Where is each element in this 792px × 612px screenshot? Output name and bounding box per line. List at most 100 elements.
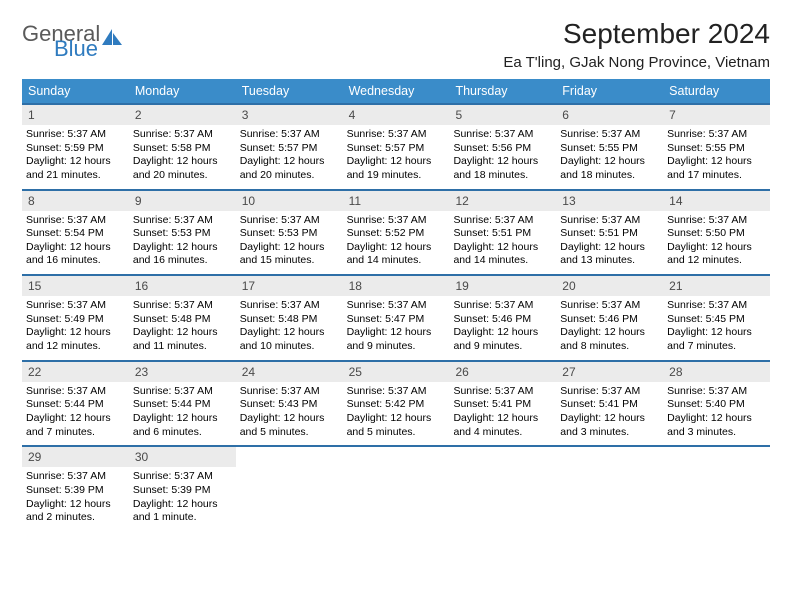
sunrise-text: Sunrise: 5:37 AM [347,299,446,313]
day-cell: 16Sunrise: 5:37 AMSunset: 5:48 PMDayligh… [129,276,236,360]
daylight-text: and 6 minutes. [133,426,232,440]
daylight-text: Daylight: 12 hours [26,241,125,255]
day-cell: 10Sunrise: 5:37 AMSunset: 5:53 PMDayligh… [236,191,343,275]
sunset-text: Sunset: 5:50 PM [667,227,766,241]
day-number: 12 [449,191,556,211]
daylight-text: and 20 minutes. [240,169,339,183]
daylight-text: and 12 minutes. [26,340,125,354]
day-number: 8 [22,191,129,211]
day-body: Sunrise: 5:37 AMSunset: 5:46 PMDaylight:… [556,296,663,354]
day-number: 30 [129,447,236,467]
logo-text-stack: General Blue [22,24,124,60]
sunset-text: Sunset: 5:52 PM [347,227,446,241]
location-text: Ea T'ling, GJak Nong Province, Vietnam [503,54,770,71]
day-body: Sunrise: 5:37 AMSunset: 5:49 PMDaylight:… [22,296,129,354]
sunset-text: Sunset: 5:53 PM [133,227,232,241]
day-number: 20 [556,276,663,296]
day-body: Sunrise: 5:37 AMSunset: 5:42 PMDaylight:… [343,382,450,440]
day-body: Sunrise: 5:37 AMSunset: 5:58 PMDaylight:… [129,125,236,183]
day-number: 13 [556,191,663,211]
sunrise-text: Sunrise: 5:37 AM [133,299,232,313]
day-body: Sunrise: 5:37 AMSunset: 5:59 PMDaylight:… [22,125,129,183]
day-cell: 13Sunrise: 5:37 AMSunset: 5:51 PMDayligh… [556,191,663,275]
day-number: 24 [236,362,343,382]
sunset-text: Sunset: 5:47 PM [347,313,446,327]
sunrise-text: Sunrise: 5:37 AM [133,385,232,399]
logo: General Blue [22,24,124,60]
day-number: 16 [129,276,236,296]
daylight-text: and 3 minutes. [560,426,659,440]
sunset-text: Sunset: 5:54 PM [26,227,125,241]
daylight-text: Daylight: 12 hours [133,241,232,255]
day-cell: 15Sunrise: 5:37 AMSunset: 5:49 PMDayligh… [22,276,129,360]
weekday-header: Tuesday [236,79,343,103]
day-body: Sunrise: 5:37 AMSunset: 5:51 PMDaylight:… [449,211,556,269]
daylight-text: Daylight: 12 hours [347,241,446,255]
day-number: 27 [556,362,663,382]
sunrise-text: Sunrise: 5:37 AM [240,385,339,399]
sunrise-text: Sunrise: 5:37 AM [26,385,125,399]
daylight-text: and 7 minutes. [667,340,766,354]
daylight-text: Daylight: 12 hours [560,412,659,426]
daylight-text: and 9 minutes. [453,340,552,354]
sunrise-text: Sunrise: 5:37 AM [240,214,339,228]
sunrise-text: Sunrise: 5:37 AM [347,385,446,399]
day-cell: 26Sunrise: 5:37 AMSunset: 5:41 PMDayligh… [449,362,556,446]
daylight-text: Daylight: 12 hours [667,412,766,426]
day-cell: 18Sunrise: 5:37 AMSunset: 5:47 PMDayligh… [343,276,450,360]
sunset-text: Sunset: 5:46 PM [453,313,552,327]
day-cell: 28Sunrise: 5:37 AMSunset: 5:40 PMDayligh… [663,362,770,446]
daylight-text: and 21 minutes. [26,169,125,183]
day-body: Sunrise: 5:37 AMSunset: 5:50 PMDaylight:… [663,211,770,269]
day-cell: 14Sunrise: 5:37 AMSunset: 5:50 PMDayligh… [663,191,770,275]
daylight-text: Daylight: 12 hours [240,326,339,340]
sunset-text: Sunset: 5:51 PM [453,227,552,241]
daylight-text: and 16 minutes. [133,254,232,268]
daylight-text: and 17 minutes. [667,169,766,183]
daylight-text: Daylight: 12 hours [453,412,552,426]
empty-cell [663,447,770,531]
day-body: Sunrise: 5:37 AMSunset: 5:48 PMDaylight:… [129,296,236,354]
daylight-text: and 16 minutes. [26,254,125,268]
daylight-text: and 19 minutes. [347,169,446,183]
day-cell: 20Sunrise: 5:37 AMSunset: 5:46 PMDayligh… [556,276,663,360]
daylight-text: and 10 minutes. [240,340,339,354]
daylight-text: and 20 minutes. [133,169,232,183]
day-number: 5 [449,105,556,125]
daylight-text: Daylight: 12 hours [240,412,339,426]
day-number: 21 [663,276,770,296]
sunset-text: Sunset: 5:46 PM [560,313,659,327]
day-cell: 4Sunrise: 5:37 AMSunset: 5:57 PMDaylight… [343,105,450,189]
daylight-text: Daylight: 12 hours [347,155,446,169]
day-cell: 27Sunrise: 5:37 AMSunset: 5:41 PMDayligh… [556,362,663,446]
daylight-text: Daylight: 12 hours [453,241,552,255]
day-number: 26 [449,362,556,382]
daylight-text: Daylight: 12 hours [133,155,232,169]
sunset-text: Sunset: 5:57 PM [240,142,339,156]
sunrise-text: Sunrise: 5:37 AM [240,128,339,142]
sunrise-text: Sunrise: 5:37 AM [667,385,766,399]
sunrise-text: Sunrise: 5:37 AM [26,128,125,142]
sunset-text: Sunset: 5:59 PM [26,142,125,156]
day-body: Sunrise: 5:37 AMSunset: 5:41 PMDaylight:… [449,382,556,440]
day-body: Sunrise: 5:37 AMSunset: 5:48 PMDaylight:… [236,296,343,354]
daylight-text: and 7 minutes. [26,426,125,440]
sunrise-text: Sunrise: 5:37 AM [26,214,125,228]
sunrise-text: Sunrise: 5:37 AM [347,128,446,142]
daylight-text: Daylight: 12 hours [347,326,446,340]
sunrise-text: Sunrise: 5:37 AM [133,470,232,484]
day-number: 15 [22,276,129,296]
weekday-header: Sunday [22,79,129,103]
day-body: Sunrise: 5:37 AMSunset: 5:53 PMDaylight:… [236,211,343,269]
daylight-text: and 18 minutes. [453,169,552,183]
daylight-text: Daylight: 12 hours [133,412,232,426]
sunset-text: Sunset: 5:42 PM [347,398,446,412]
daylight-text: Daylight: 12 hours [560,326,659,340]
day-number: 28 [663,362,770,382]
daylight-text: Daylight: 12 hours [240,155,339,169]
day-number: 19 [449,276,556,296]
sunset-text: Sunset: 5:43 PM [240,398,339,412]
sunrise-text: Sunrise: 5:37 AM [453,128,552,142]
day-cell: 23Sunrise: 5:37 AMSunset: 5:44 PMDayligh… [129,362,236,446]
sunrise-text: Sunrise: 5:37 AM [26,299,125,313]
